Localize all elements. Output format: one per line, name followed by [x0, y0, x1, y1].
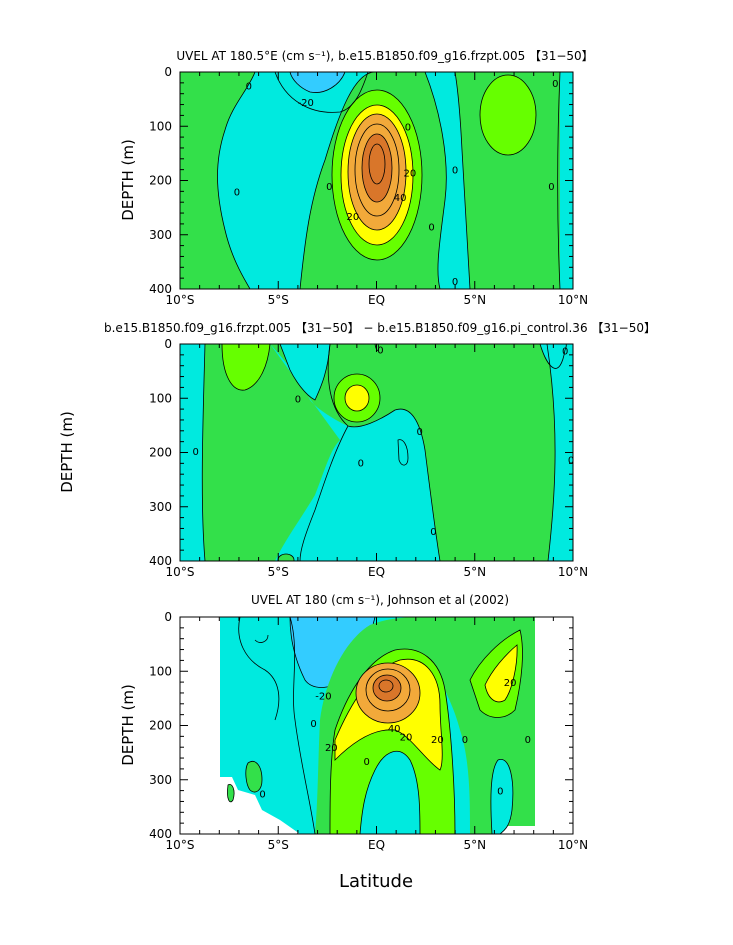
- y-tick-label: 100: [149, 391, 172, 405]
- y-tick-label: 0: [164, 337, 172, 351]
- y-tick-label: 400: [149, 282, 172, 296]
- x-tick-label: 5°S: [268, 565, 289, 579]
- x-tick-label: EQ: [368, 565, 385, 579]
- x-tick-label: 5°N: [463, 838, 486, 852]
- y-tick-label: 300: [149, 773, 172, 787]
- contour-label: 0: [377, 345, 383, 356]
- contour-label: 0: [430, 527, 436, 538]
- y-tick-label: 0: [164, 610, 172, 624]
- panel-3-ylabel: DEPTH (m): [119, 684, 137, 766]
- contour-label: 0: [193, 447, 199, 458]
- y-tick-label: 400: [149, 827, 172, 841]
- contour-label: 20: [347, 212, 360, 223]
- panel-3-field: [180, 617, 573, 834]
- contour-label: 0: [358, 458, 364, 469]
- panel-1-contour-labels: 0 -20 0 0 0 20 40 20 0 0 0 0 0: [234, 79, 559, 288]
- contour-label: 20: [325, 743, 338, 754]
- contour-label: 0: [246, 82, 252, 93]
- x-tick-label: 5°S: [268, 293, 289, 307]
- panel-1-ylabel: DEPTH (m): [119, 139, 137, 221]
- panel-2-contour-labels: 0 0 0 0 0 0 0 0: [193, 345, 575, 538]
- y-tick-label: 300: [149, 500, 172, 514]
- contour-label: 20: [504, 678, 517, 689]
- panel-3: UVEL AT 180 (cm s⁻¹), Johnson et al (200…: [119, 593, 588, 852]
- contour-label: 0: [326, 182, 332, 193]
- contour-label: 20: [404, 168, 417, 179]
- y-tick-label: 100: [149, 664, 172, 678]
- panel-1-title: UVEL AT 180.5°E (cm s⁻¹), b.e15.B1850.f0…: [176, 49, 593, 63]
- x-tick-label: EQ: [368, 838, 385, 852]
- panel-2-ticks: 10°S 5°S EQ 5°N 10°N 0 100 200 300 400: [149, 337, 588, 579]
- contour-label: 0: [462, 735, 468, 746]
- contour-label: 40: [394, 193, 407, 204]
- contour-label: 20: [400, 732, 413, 743]
- x-tick-label: 5°N: [463, 293, 486, 307]
- contour-label: 40: [388, 724, 401, 735]
- contour-label: -20: [315, 692, 331, 703]
- x-tick-label: 10°N: [558, 838, 588, 852]
- contour-label: 0: [234, 187, 240, 198]
- contour-label: 0: [405, 122, 411, 133]
- panel-2-ylabel: DEPTH (m): [58, 411, 76, 493]
- contour-label: -20: [298, 98, 314, 109]
- contour-label: 0: [363, 757, 369, 768]
- x-tick-label: EQ: [368, 293, 385, 307]
- contour-label: 20: [431, 735, 444, 746]
- y-tick-label: 200: [149, 174, 172, 188]
- y-tick-label: 0: [164, 65, 172, 79]
- contour-label: 0: [562, 347, 568, 358]
- y-tick-label: 200: [149, 446, 172, 460]
- contour-label: 0: [310, 719, 316, 730]
- panel-2-title: b.e15.B1850.f09_g16.frzpt.005 【31−50】 − …: [104, 321, 656, 335]
- x-tick-label: 10°N: [558, 565, 588, 579]
- x-tick-label: 10°S: [166, 293, 195, 307]
- contour-label: 0: [452, 166, 458, 177]
- y-tick-label: 200: [149, 719, 172, 733]
- contour-label: 0: [568, 456, 574, 467]
- panel-2-field: [180, 344, 573, 561]
- x-tick-label: 10°N: [558, 293, 588, 307]
- contour-label: 0: [428, 223, 434, 234]
- contour-label: 0: [552, 79, 558, 90]
- contour-label: 0: [452, 277, 458, 288]
- panel-2: b.e15.B1850.f09_g16.frzpt.005 【31−50】 − …: [58, 321, 656, 579]
- panel-1: UVEL AT 180.5°E (cm s⁻¹), b.e15.B1850.f0…: [119, 49, 594, 307]
- x-tick-label: 5°N: [463, 565, 486, 579]
- y-tick-label: 100: [149, 119, 172, 133]
- x-tick-label: 10°S: [166, 565, 195, 579]
- contour-label: 0: [259, 789, 265, 800]
- x-tick-label: 10°S: [166, 838, 195, 852]
- contour-label: 0: [295, 394, 301, 405]
- x-axis-label: Latitude: [339, 871, 413, 892]
- contour-label: 0: [548, 182, 554, 193]
- contour-label: 0: [497, 787, 503, 798]
- panel-1-field: [180, 72, 573, 289]
- contour-label: 0: [417, 427, 423, 438]
- y-tick-label: 400: [149, 554, 172, 568]
- contour-label: 0: [525, 735, 531, 746]
- x-tick-label: 5°S: [268, 838, 289, 852]
- y-tick-label: 300: [149, 228, 172, 242]
- panel-3-title: UVEL AT 180 (cm s⁻¹), Johnson et al (200…: [251, 593, 509, 607]
